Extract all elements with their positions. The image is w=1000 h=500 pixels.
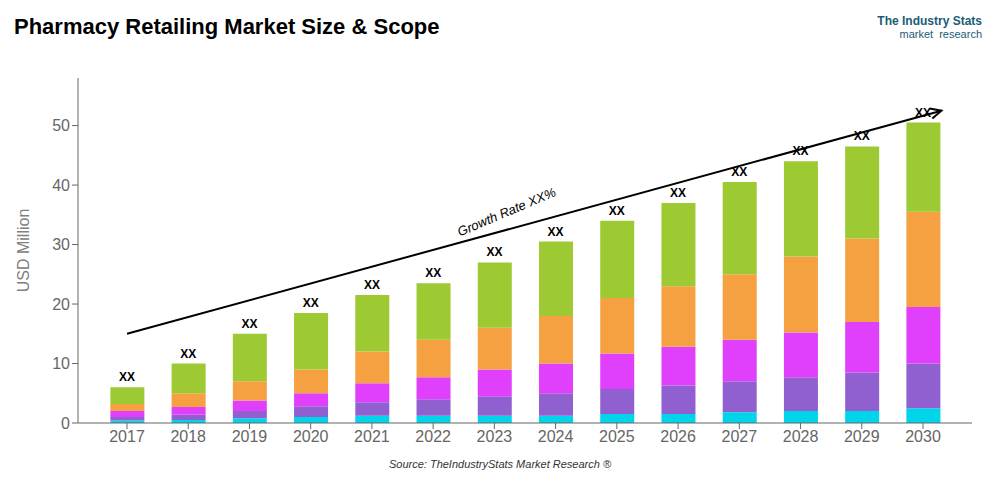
svg-text:2024: 2024	[538, 428, 574, 445]
svg-text:2019: 2019	[232, 428, 268, 445]
html-text:The Industry Stats: The Industry Stats	[877, 14, 982, 28]
svg-text:2017: 2017	[109, 428, 145, 445]
svg-text:20: 20	[52, 296, 70, 313]
svg-text:XX: XX	[548, 225, 564, 239]
svg-text:XX: XX	[609, 204, 625, 218]
svg-text:2026: 2026	[660, 428, 696, 445]
svg-text:XX: XX	[364, 278, 380, 292]
svg-text:Growth Rate XX%: Growth Rate XX%	[455, 184, 558, 239]
svg-text:2022: 2022	[415, 428, 451, 445]
html-text:market research: market research	[899, 28, 982, 40]
svg-text:30: 30	[52, 236, 70, 253]
svg-text:XX: XX	[670, 186, 686, 200]
svg-text:XX: XX	[793, 144, 809, 158]
svg-text:2018: 2018	[170, 428, 206, 445]
svg-text:40: 40	[52, 177, 70, 194]
svg-text:XX: XX	[915, 106, 931, 120]
svg-text:XX: XX	[241, 317, 257, 331]
svg-text:XX: XX	[303, 296, 319, 310]
svg-text:XX: XX	[854, 129, 870, 143]
svg-text:0: 0	[61, 415, 70, 432]
svg-text:XX: XX	[425, 266, 441, 280]
svg-text:USD Million: USD Million	[15, 209, 32, 293]
svg-text:2027: 2027	[722, 428, 758, 445]
svg-text:2028: 2028	[783, 428, 819, 445]
html-text:Pharmacy Retailing Market Size: Pharmacy Retailing Market Size & Scope	[14, 14, 440, 39]
html-text:Source: TheIndustryStats Marke: Source: TheIndustryStats Market Research…	[389, 458, 611, 470]
svg-text:2023: 2023	[477, 428, 513, 445]
svg-text:10: 10	[52, 355, 70, 372]
svg-text:2021: 2021	[354, 428, 390, 445]
svg-text:XX: XX	[119, 370, 135, 384]
svg-text:2025: 2025	[599, 428, 635, 445]
svg-text:XX: XX	[486, 245, 502, 259]
svg-text:XX: XX	[180, 347, 196, 361]
svg-text:2029: 2029	[844, 428, 880, 445]
svg-text:XX: XX	[731, 165, 747, 179]
svg-text:2020: 2020	[293, 428, 329, 445]
svg-text:50: 50	[52, 117, 70, 134]
svg-text:2030: 2030	[905, 428, 941, 445]
